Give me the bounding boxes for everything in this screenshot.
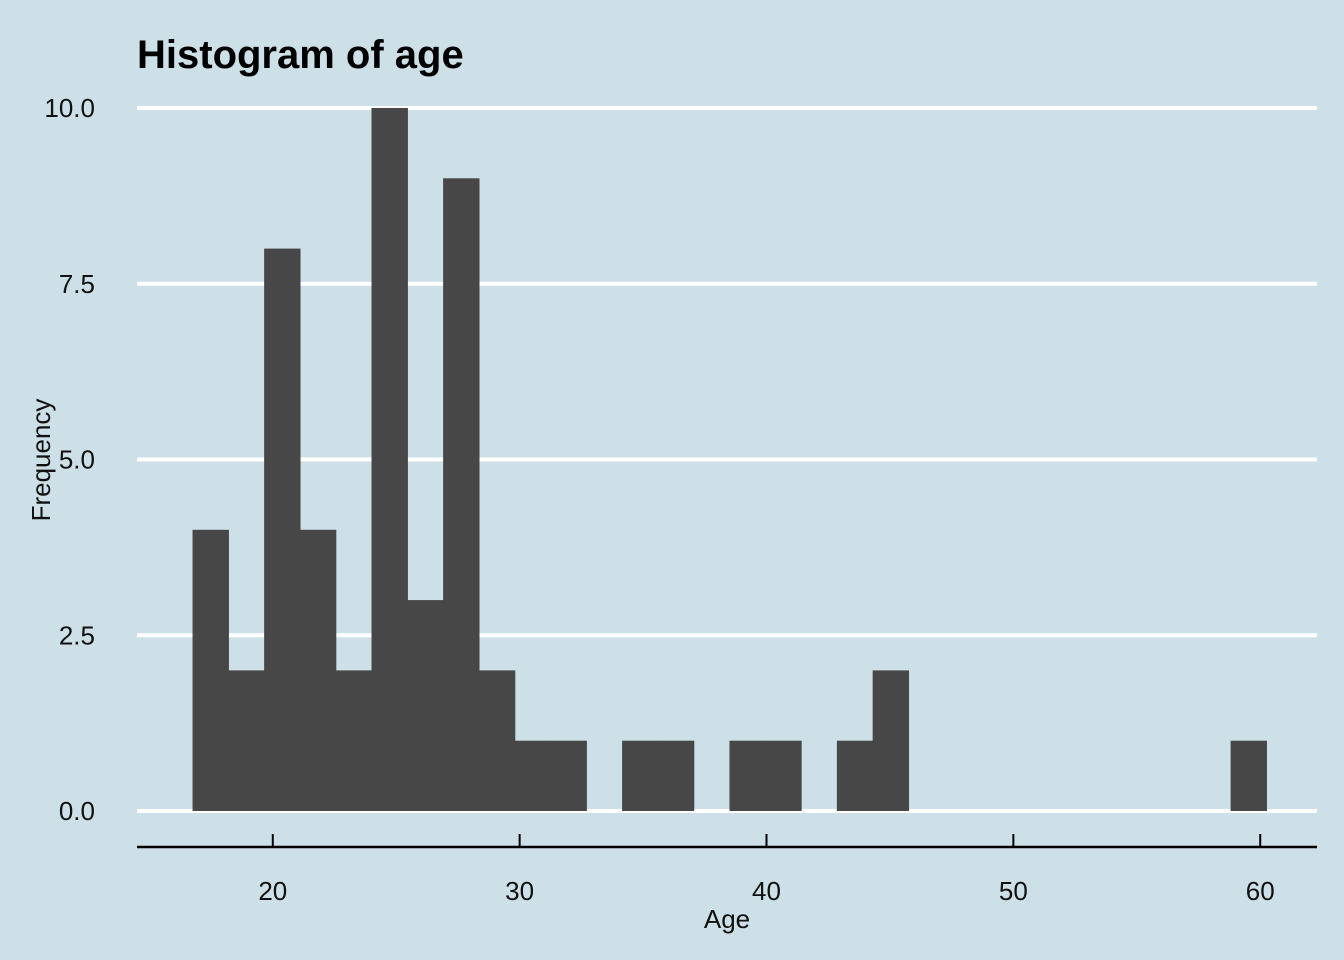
y-axis-ticks: 0.0 2.5 5.0 7.5 10.0 <box>44 93 95 826</box>
histogram-bar <box>299 529 337 811</box>
y-tick-label: 5.0 <box>59 445 95 475</box>
x-tick-label: 60 <box>1246 876 1275 906</box>
histogram-bar <box>335 670 373 811</box>
histogram-bar <box>657 740 695 811</box>
histogram-bar <box>407 600 444 811</box>
x-axis-label: Age <box>704 904 750 934</box>
x-tick-label: 40 <box>752 876 781 906</box>
y-axis-label: Frequency <box>26 399 56 522</box>
histogram-bar <box>836 740 874 811</box>
histogram-bar <box>264 248 301 812</box>
histogram-bar <box>622 740 659 811</box>
y-tick-label: 10.0 <box>44 93 95 123</box>
histogram-bar <box>478 670 516 811</box>
x-tick-label: 20 <box>258 876 287 906</box>
histogram-bar <box>872 670 910 811</box>
histogram-bar <box>765 740 802 811</box>
histogram-bar <box>371 108 408 811</box>
histogram-bar <box>228 670 265 811</box>
histogram-bars <box>192 108 1267 812</box>
histogram-bar <box>550 740 587 811</box>
x-axis-ticks: 20 30 40 50 60 <box>258 834 1275 906</box>
histogram-bar <box>1230 740 1267 811</box>
x-tick-label: 30 <box>505 876 534 906</box>
histogram-bar <box>192 529 229 811</box>
y-tick-label: 0.0 <box>59 796 95 826</box>
histogram-bar <box>514 740 552 811</box>
x-tick-label: 50 <box>999 876 1028 906</box>
histogram-bar <box>443 178 480 812</box>
y-tick-label: 2.5 <box>59 620 95 650</box>
histogram-bar <box>729 740 766 811</box>
chart-title: Histogram of age <box>137 33 464 77</box>
y-tick-label: 7.5 <box>59 269 95 299</box>
